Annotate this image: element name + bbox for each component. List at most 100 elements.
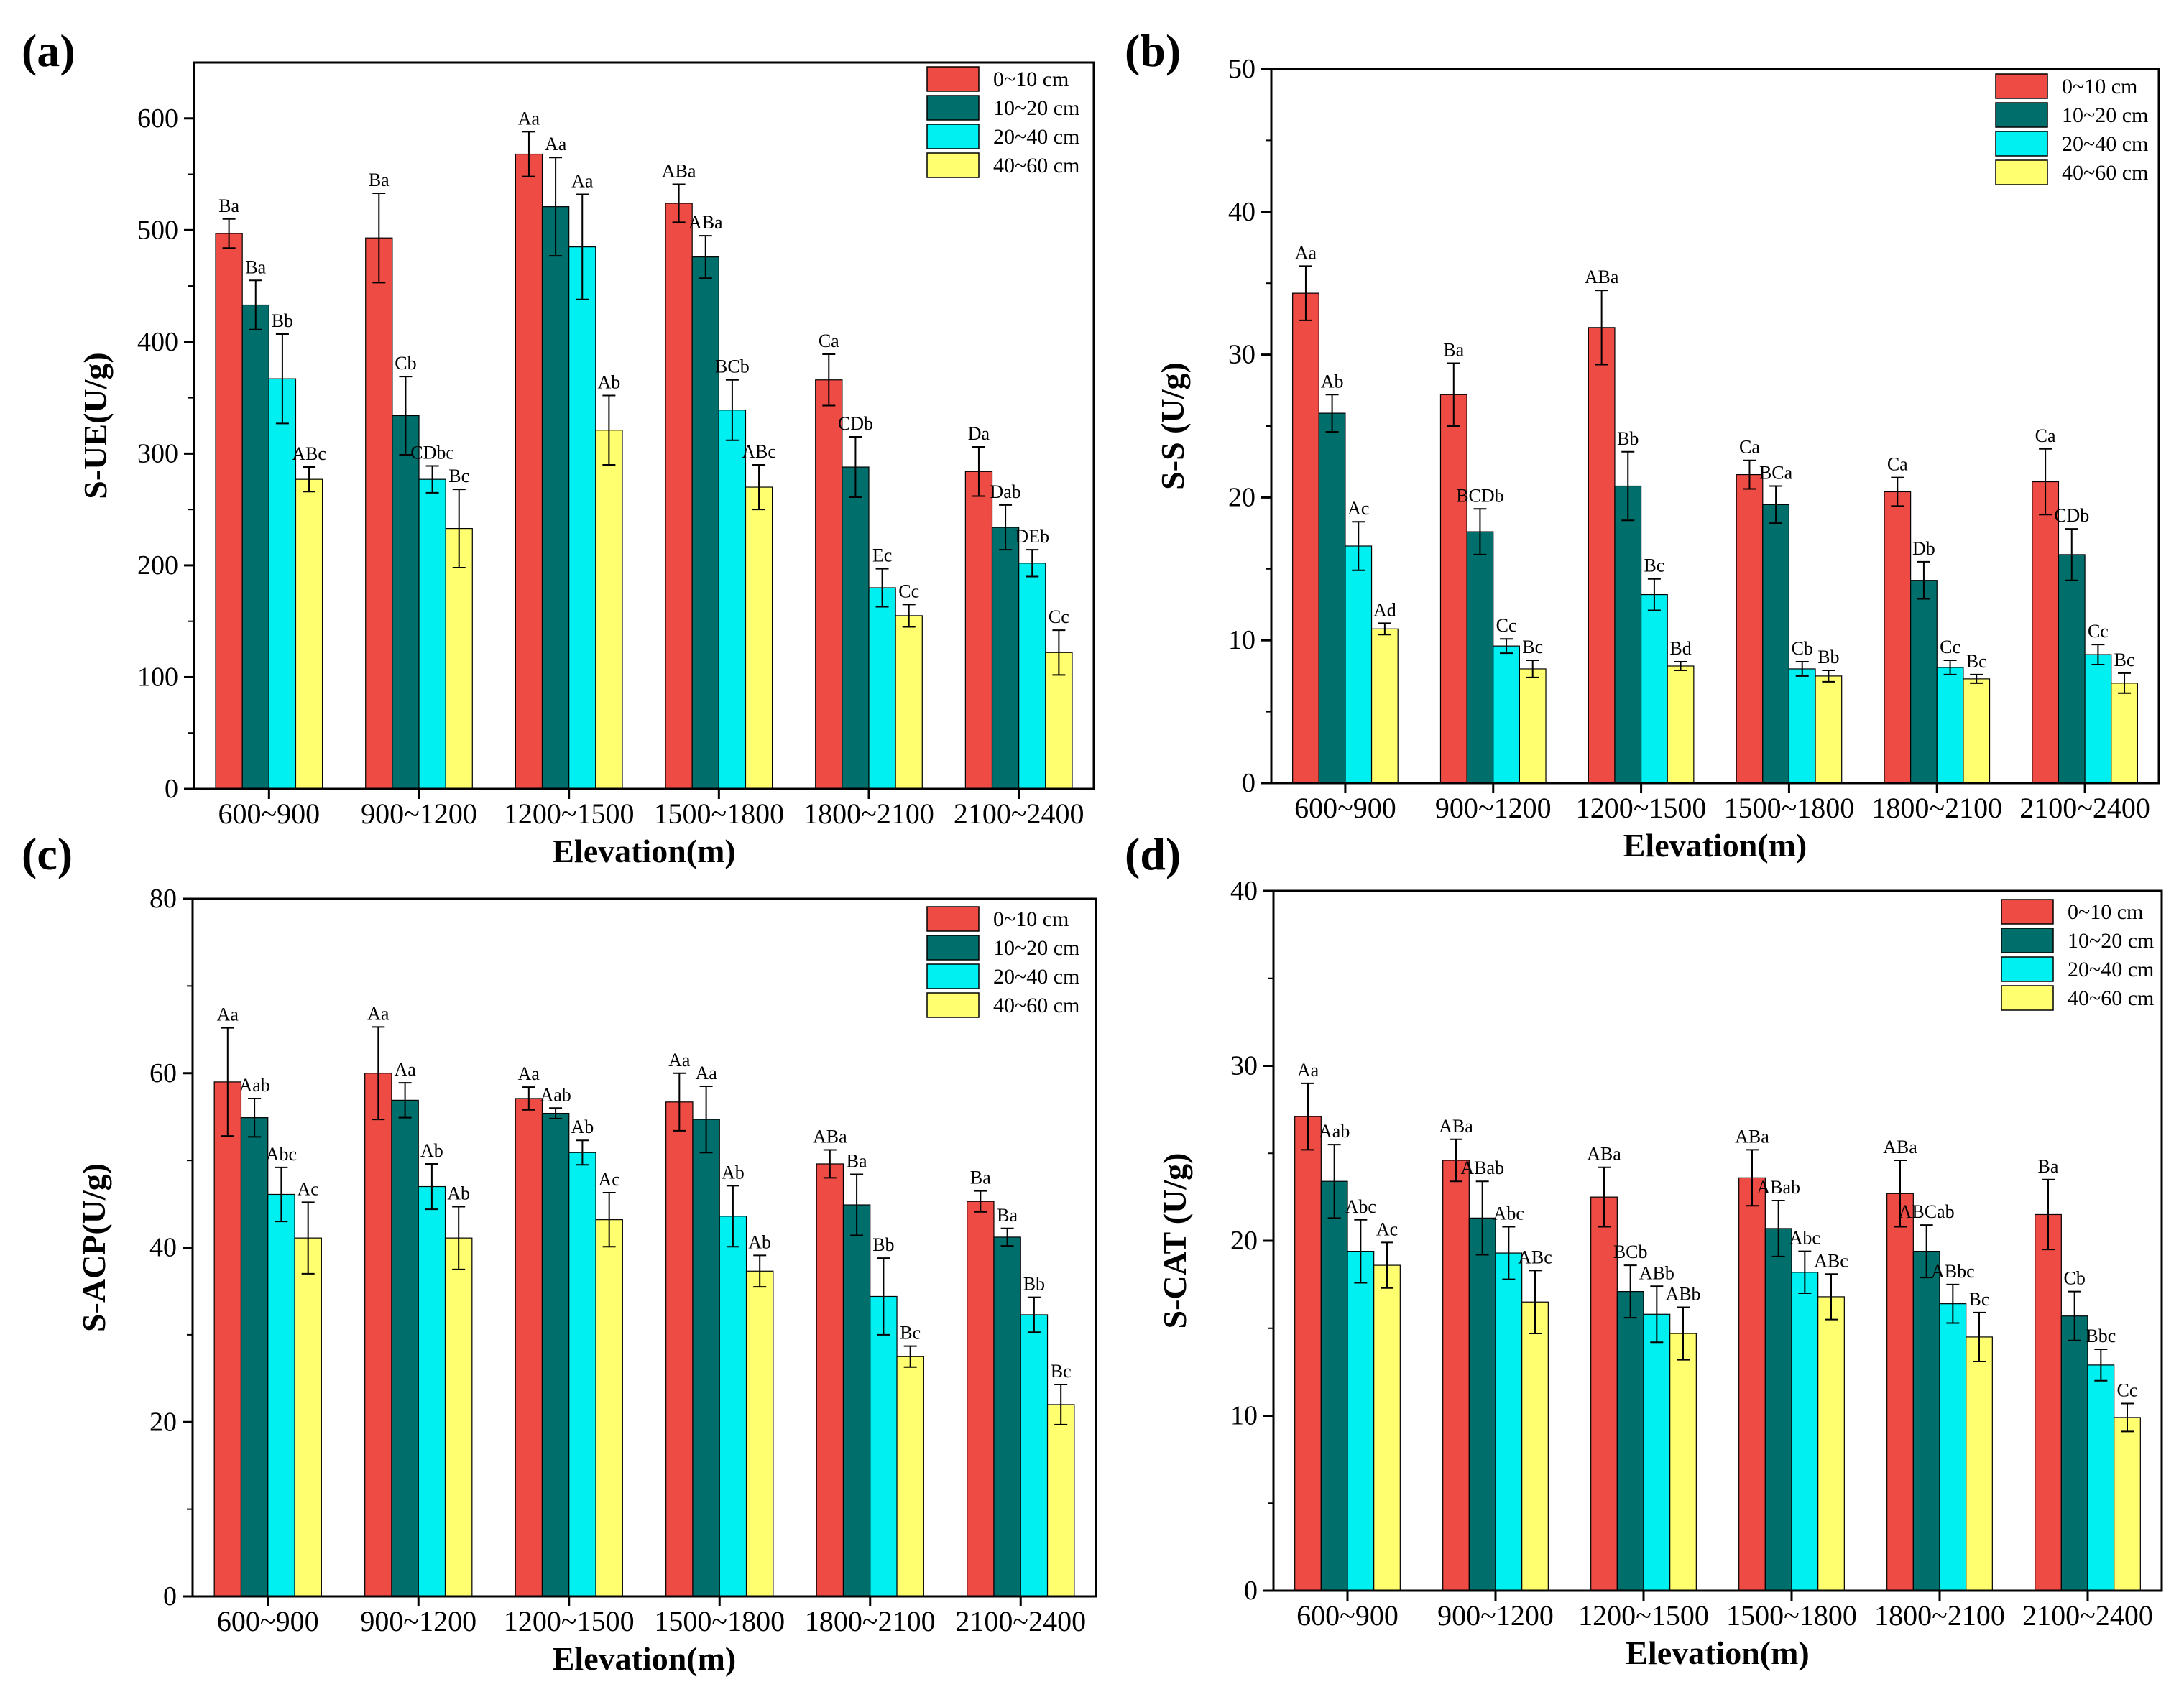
significance-label: Cc bbox=[1496, 615, 1517, 636]
significance-label: Bc bbox=[448, 466, 469, 486]
bar bbox=[1886, 1193, 1914, 1591]
y-axis-title: S-ACP(U/g) bbox=[75, 1163, 112, 1332]
significance-label: ABc bbox=[742, 441, 776, 462]
significance-label: ABc bbox=[292, 443, 326, 464]
bar bbox=[2084, 654, 2112, 784]
y-axis-title: S-S (U/g) bbox=[1154, 362, 1191, 490]
bar bbox=[1046, 1404, 1075, 1597]
significance-label: Bc bbox=[1969, 1289, 1990, 1310]
bar bbox=[967, 1201, 995, 1597]
y-tick-label: 60 bbox=[149, 1058, 177, 1088]
y-tick-label: 40 bbox=[1228, 197, 1255, 227]
legend-swatch bbox=[926, 66, 980, 92]
bar bbox=[595, 1219, 623, 1597]
bar bbox=[1590, 1196, 1618, 1591]
bar bbox=[719, 1216, 747, 1597]
significance-label: Ca bbox=[1887, 454, 1908, 475]
significance-label: Bb bbox=[872, 1234, 894, 1255]
significance-label: Bc bbox=[2114, 649, 2135, 670]
bar bbox=[1493, 645, 1520, 784]
bar bbox=[842, 466, 870, 790]
bar bbox=[1791, 1272, 1819, 1591]
x-axis-title: Elevation(m) bbox=[553, 1640, 737, 1677]
x-axis-title: Elevation(m) bbox=[552, 833, 736, 869]
x-axis-title: Elevation(m) bbox=[1623, 827, 1807, 864]
y-tick-label: 50 bbox=[1228, 54, 1255, 84]
significance-label: ABa bbox=[1439, 1116, 1473, 1137]
legend-swatch bbox=[926, 906, 980, 932]
significance-label: Abc bbox=[266, 1144, 297, 1165]
bar bbox=[445, 527, 473, 790]
significance-label: Cb bbox=[395, 353, 416, 374]
bar bbox=[745, 1270, 774, 1597]
bar bbox=[1736, 473, 1764, 784]
plot-frame bbox=[193, 61, 1095, 790]
legend-swatch bbox=[926, 152, 980, 178]
legend-swatch bbox=[926, 124, 980, 149]
significance-label: Ba bbox=[218, 195, 239, 216]
bar bbox=[2032, 481, 2060, 784]
legend-label: 20~40 cm bbox=[993, 965, 1079, 989]
bar bbox=[842, 1204, 871, 1597]
bar bbox=[815, 379, 843, 790]
bar bbox=[1788, 668, 1816, 784]
y-tick-label: 0 bbox=[165, 774, 178, 804]
significance-label: Ab bbox=[1321, 371, 1344, 392]
significance-label: Ba bbox=[2038, 1156, 2059, 1177]
y-tick-label: 0 bbox=[1242, 768, 1255, 798]
x-tick-label: 1200~1500 bbox=[504, 1605, 635, 1637]
panel-label: (d) bbox=[1125, 828, 1181, 879]
legend-label: 40~60 cm bbox=[2068, 986, 2154, 1010]
legend-label: 10~20 cm bbox=[993, 96, 1079, 120]
significance-label: Ec bbox=[872, 545, 892, 566]
significance-label: ABb bbox=[1639, 1262, 1674, 1283]
bar bbox=[365, 237, 393, 790]
significance-label: Da bbox=[968, 423, 990, 444]
significance-label: Aa bbox=[518, 108, 540, 129]
legend-label: 20~40 cm bbox=[2068, 958, 2154, 981]
bar bbox=[418, 1185, 446, 1597]
significance-label: Bd bbox=[1669, 638, 1691, 659]
significance-label: ABb bbox=[1665, 1284, 1700, 1305]
significance-label: Ba bbox=[245, 256, 266, 277]
x-tick-label: 1200~1500 bbox=[1578, 1599, 1709, 1632]
significance-label: Ba bbox=[847, 1151, 867, 1172]
bar bbox=[1020, 1314, 1049, 1597]
bar bbox=[991, 527, 1020, 790]
significance-label: Ba bbox=[997, 1205, 1018, 1226]
significance-label: Bb bbox=[1617, 428, 1639, 449]
x-tick-label: 2100~2400 bbox=[954, 797, 1084, 830]
significance-label: Bb bbox=[1023, 1274, 1045, 1295]
bar bbox=[541, 206, 570, 790]
significance-label: Ca bbox=[2035, 425, 2056, 446]
panel-label: (b) bbox=[1125, 25, 1181, 76]
bar bbox=[1468, 1217, 1496, 1591]
bar bbox=[1667, 665, 1695, 784]
bar bbox=[665, 1101, 694, 1597]
bar bbox=[294, 1237, 322, 1597]
significance-label: Bc bbox=[900, 1323, 921, 1344]
y-tick-label: 400 bbox=[137, 327, 178, 357]
significance-label: Ac bbox=[1376, 1219, 1398, 1239]
significance-label: Ab bbox=[420, 1140, 443, 1161]
bar bbox=[1640, 593, 1668, 784]
significance-label: ABa bbox=[662, 161, 696, 182]
significance-label: ABa bbox=[1883, 1137, 1917, 1157]
significance-label: Aa bbox=[1295, 242, 1317, 263]
significance-label: ABc bbox=[1814, 1250, 1848, 1271]
bar bbox=[1018, 563, 1046, 790]
bar bbox=[240, 1117, 269, 1597]
bar bbox=[718, 410, 747, 790]
bar bbox=[392, 415, 420, 790]
significance-label: Aa bbox=[394, 1059, 416, 1080]
significance-label: Cb bbox=[2063, 1268, 2085, 1289]
x-tick-label: 900~1200 bbox=[1437, 1599, 1554, 1632]
significance-label: Aa bbox=[518, 1063, 540, 1084]
legend-swatch bbox=[926, 95, 980, 121]
y-tick-label: 20 bbox=[149, 1407, 177, 1437]
bar bbox=[595, 430, 623, 790]
bar bbox=[964, 471, 993, 790]
bar bbox=[1912, 1251, 1940, 1591]
significance-label: Abc bbox=[1493, 1203, 1524, 1224]
